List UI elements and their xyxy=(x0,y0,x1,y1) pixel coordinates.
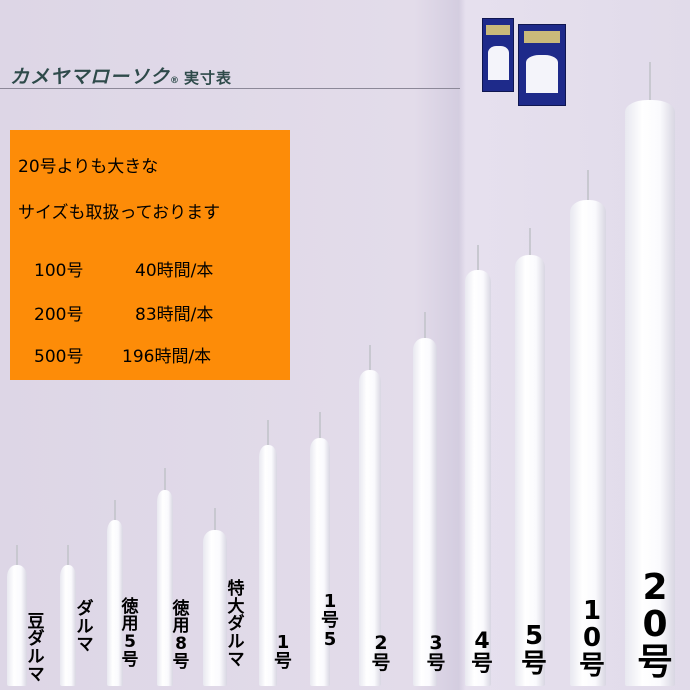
candle-body xyxy=(359,370,381,686)
candle-body xyxy=(625,100,675,686)
size-label: 200号 xyxy=(34,305,84,325)
brand-name: カメヤマローソク xyxy=(10,66,171,88)
candle-wick xyxy=(477,245,479,274)
burn-time: 40時間/本 xyxy=(135,261,214,281)
candle xyxy=(60,545,76,686)
candle-wick xyxy=(114,500,116,524)
candle-size-label: 2号 xyxy=(371,632,391,675)
registered-mark: ® xyxy=(170,76,181,86)
candle-body xyxy=(60,565,76,686)
candle-size-label: 20号 xyxy=(636,566,673,684)
candle xyxy=(570,170,606,686)
candle-size-label: 5号 xyxy=(520,621,547,679)
size-notice-box: 20号よりも大きな サイズも取扱っております 100号 40時間/本 200号 … xyxy=(10,130,290,380)
package-image-large xyxy=(518,24,566,106)
burn-time: 83時間/本 xyxy=(135,305,214,325)
candle xyxy=(359,345,381,686)
page-subtitle: 実寸表 xyxy=(184,69,233,87)
candle-size-label: 徳用8号 xyxy=(172,598,190,673)
package-image-small xyxy=(482,18,514,92)
candle-wick xyxy=(267,420,269,449)
candle-wick xyxy=(67,545,69,569)
candle xyxy=(310,412,330,686)
candle-body xyxy=(310,438,330,686)
candle xyxy=(7,545,27,686)
candle xyxy=(413,312,437,686)
size-label: 500号 xyxy=(34,347,84,367)
candle-size-label: ダルマ xyxy=(76,599,94,656)
notice-line: 20号よりも大きな xyxy=(18,157,159,177)
candle xyxy=(107,500,123,686)
candle-body xyxy=(107,520,123,686)
candle-size-label: 3号 xyxy=(426,632,446,675)
candle-size-label: 豆ダルマ xyxy=(27,611,45,686)
candle xyxy=(465,245,491,686)
candle xyxy=(157,468,173,686)
candle xyxy=(625,62,675,686)
candle-wick xyxy=(587,170,589,204)
candle-wick xyxy=(164,468,166,494)
candle-size-label: 特大ダルマ xyxy=(227,578,245,671)
candle xyxy=(259,420,277,686)
candle-wick xyxy=(424,312,426,342)
candle-body xyxy=(413,338,437,686)
candle-wick xyxy=(214,508,216,534)
candle-wick xyxy=(16,545,18,569)
page-title: カメヤマローソク® 実寸表 xyxy=(10,62,232,89)
candle-body xyxy=(259,445,277,686)
candle-body xyxy=(7,565,27,686)
candle-body xyxy=(157,490,173,686)
candle-body xyxy=(570,200,606,686)
title-divider xyxy=(0,88,460,89)
candle-wick xyxy=(529,228,531,259)
candle xyxy=(515,228,545,686)
candle-size-label: 4号 xyxy=(470,628,493,677)
candle xyxy=(203,508,227,686)
candle-body xyxy=(203,530,227,686)
candle-size-label: 1号 xyxy=(273,632,292,673)
candle-wick xyxy=(649,62,651,104)
candle-body xyxy=(515,255,545,686)
candle-size-label: 10号 xyxy=(578,596,605,681)
candle-wick xyxy=(369,345,371,374)
size-label: 100号 xyxy=(34,261,84,281)
candle-size-label: 1号5 xyxy=(320,591,339,651)
burn-time: 196時間/本 xyxy=(122,347,212,367)
candle-body xyxy=(465,270,491,686)
notice-line: サイズも取扱っております xyxy=(18,203,221,223)
candle-wick xyxy=(319,412,321,442)
candle-size-label: 徳用5号 xyxy=(121,596,139,671)
